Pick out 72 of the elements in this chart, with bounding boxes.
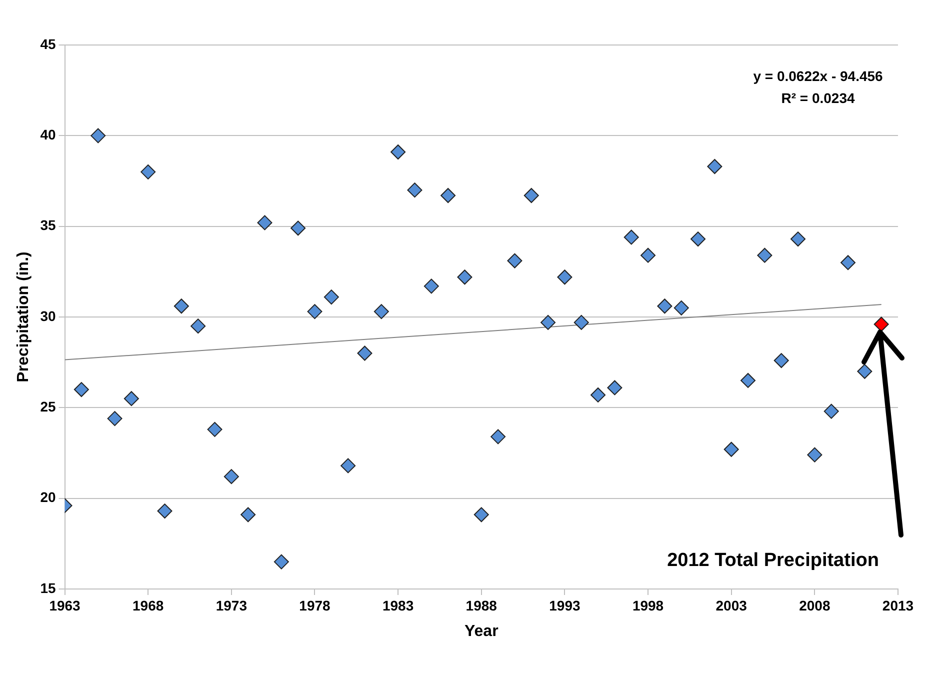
annotation: R² = 0.0234 [781,90,855,106]
x-tick-label: 1968 [132,597,164,614]
point [407,182,422,198]
point [807,447,822,462]
point [207,422,222,437]
x-tick-label: 1983 [382,597,414,614]
point [390,144,406,160]
point [624,230,639,245]
point [707,158,722,174]
point [474,507,489,522]
x-axis-title: Year [464,622,498,640]
point [490,429,506,444]
point [424,278,439,294]
point [824,404,839,419]
point [790,232,806,247]
point [124,391,139,406]
x-tick-label: 1988 [466,597,498,614]
point [340,458,356,474]
point [274,554,289,570]
point [307,304,322,320]
point [457,270,472,285]
point [540,314,556,330]
point [857,364,872,379]
x-tick-label: 1973 [216,597,248,614]
point [757,248,772,263]
point [174,298,189,314]
x-tick-label: 1998 [632,597,664,614]
point [590,387,606,402]
point [324,290,339,305]
annotation: 2012 Total Precipitation [667,550,879,572]
y-tick-label: 20 [40,489,56,506]
x-tick-label: 1993 [549,597,580,614]
y-axis-title: Precipitation (in.) [15,252,32,382]
point [640,248,656,263]
point [840,255,856,270]
point [190,318,206,334]
point [607,380,622,396]
point [874,316,889,332]
point [90,128,106,144]
point [690,232,706,247]
point [374,304,389,320]
point [574,314,589,330]
point [440,188,456,204]
point [724,442,739,457]
point [524,188,539,204]
point [557,270,572,285]
x-tick-label: 2003 [716,597,748,614]
point [290,220,306,236]
point [674,300,689,316]
x-tick-label: 1963 [49,597,81,614]
y-tick-label: 35 [40,217,56,234]
point [657,298,672,314]
y-tick-label: 45 [40,36,56,52]
y-tick-label: 15 [40,580,56,596]
point [140,164,156,180]
point [107,411,122,426]
y-tick-label: 25 [40,398,56,415]
point [74,382,89,398]
point [257,215,272,230]
x-tick-label: 2008 [799,597,830,614]
point [507,253,522,268]
point [774,353,789,368]
x-tick-label: 2013 [882,597,914,614]
x-tick-label: 1978 [299,597,331,614]
point [224,469,239,484]
point [240,507,256,522]
y-tick-label: 40 [40,126,56,143]
y-tick-label: 30 [40,308,56,324]
point [740,372,756,388]
point [157,504,172,519]
annotation: y = 0.0622x - 94.456 [753,68,884,84]
point [357,346,372,361]
